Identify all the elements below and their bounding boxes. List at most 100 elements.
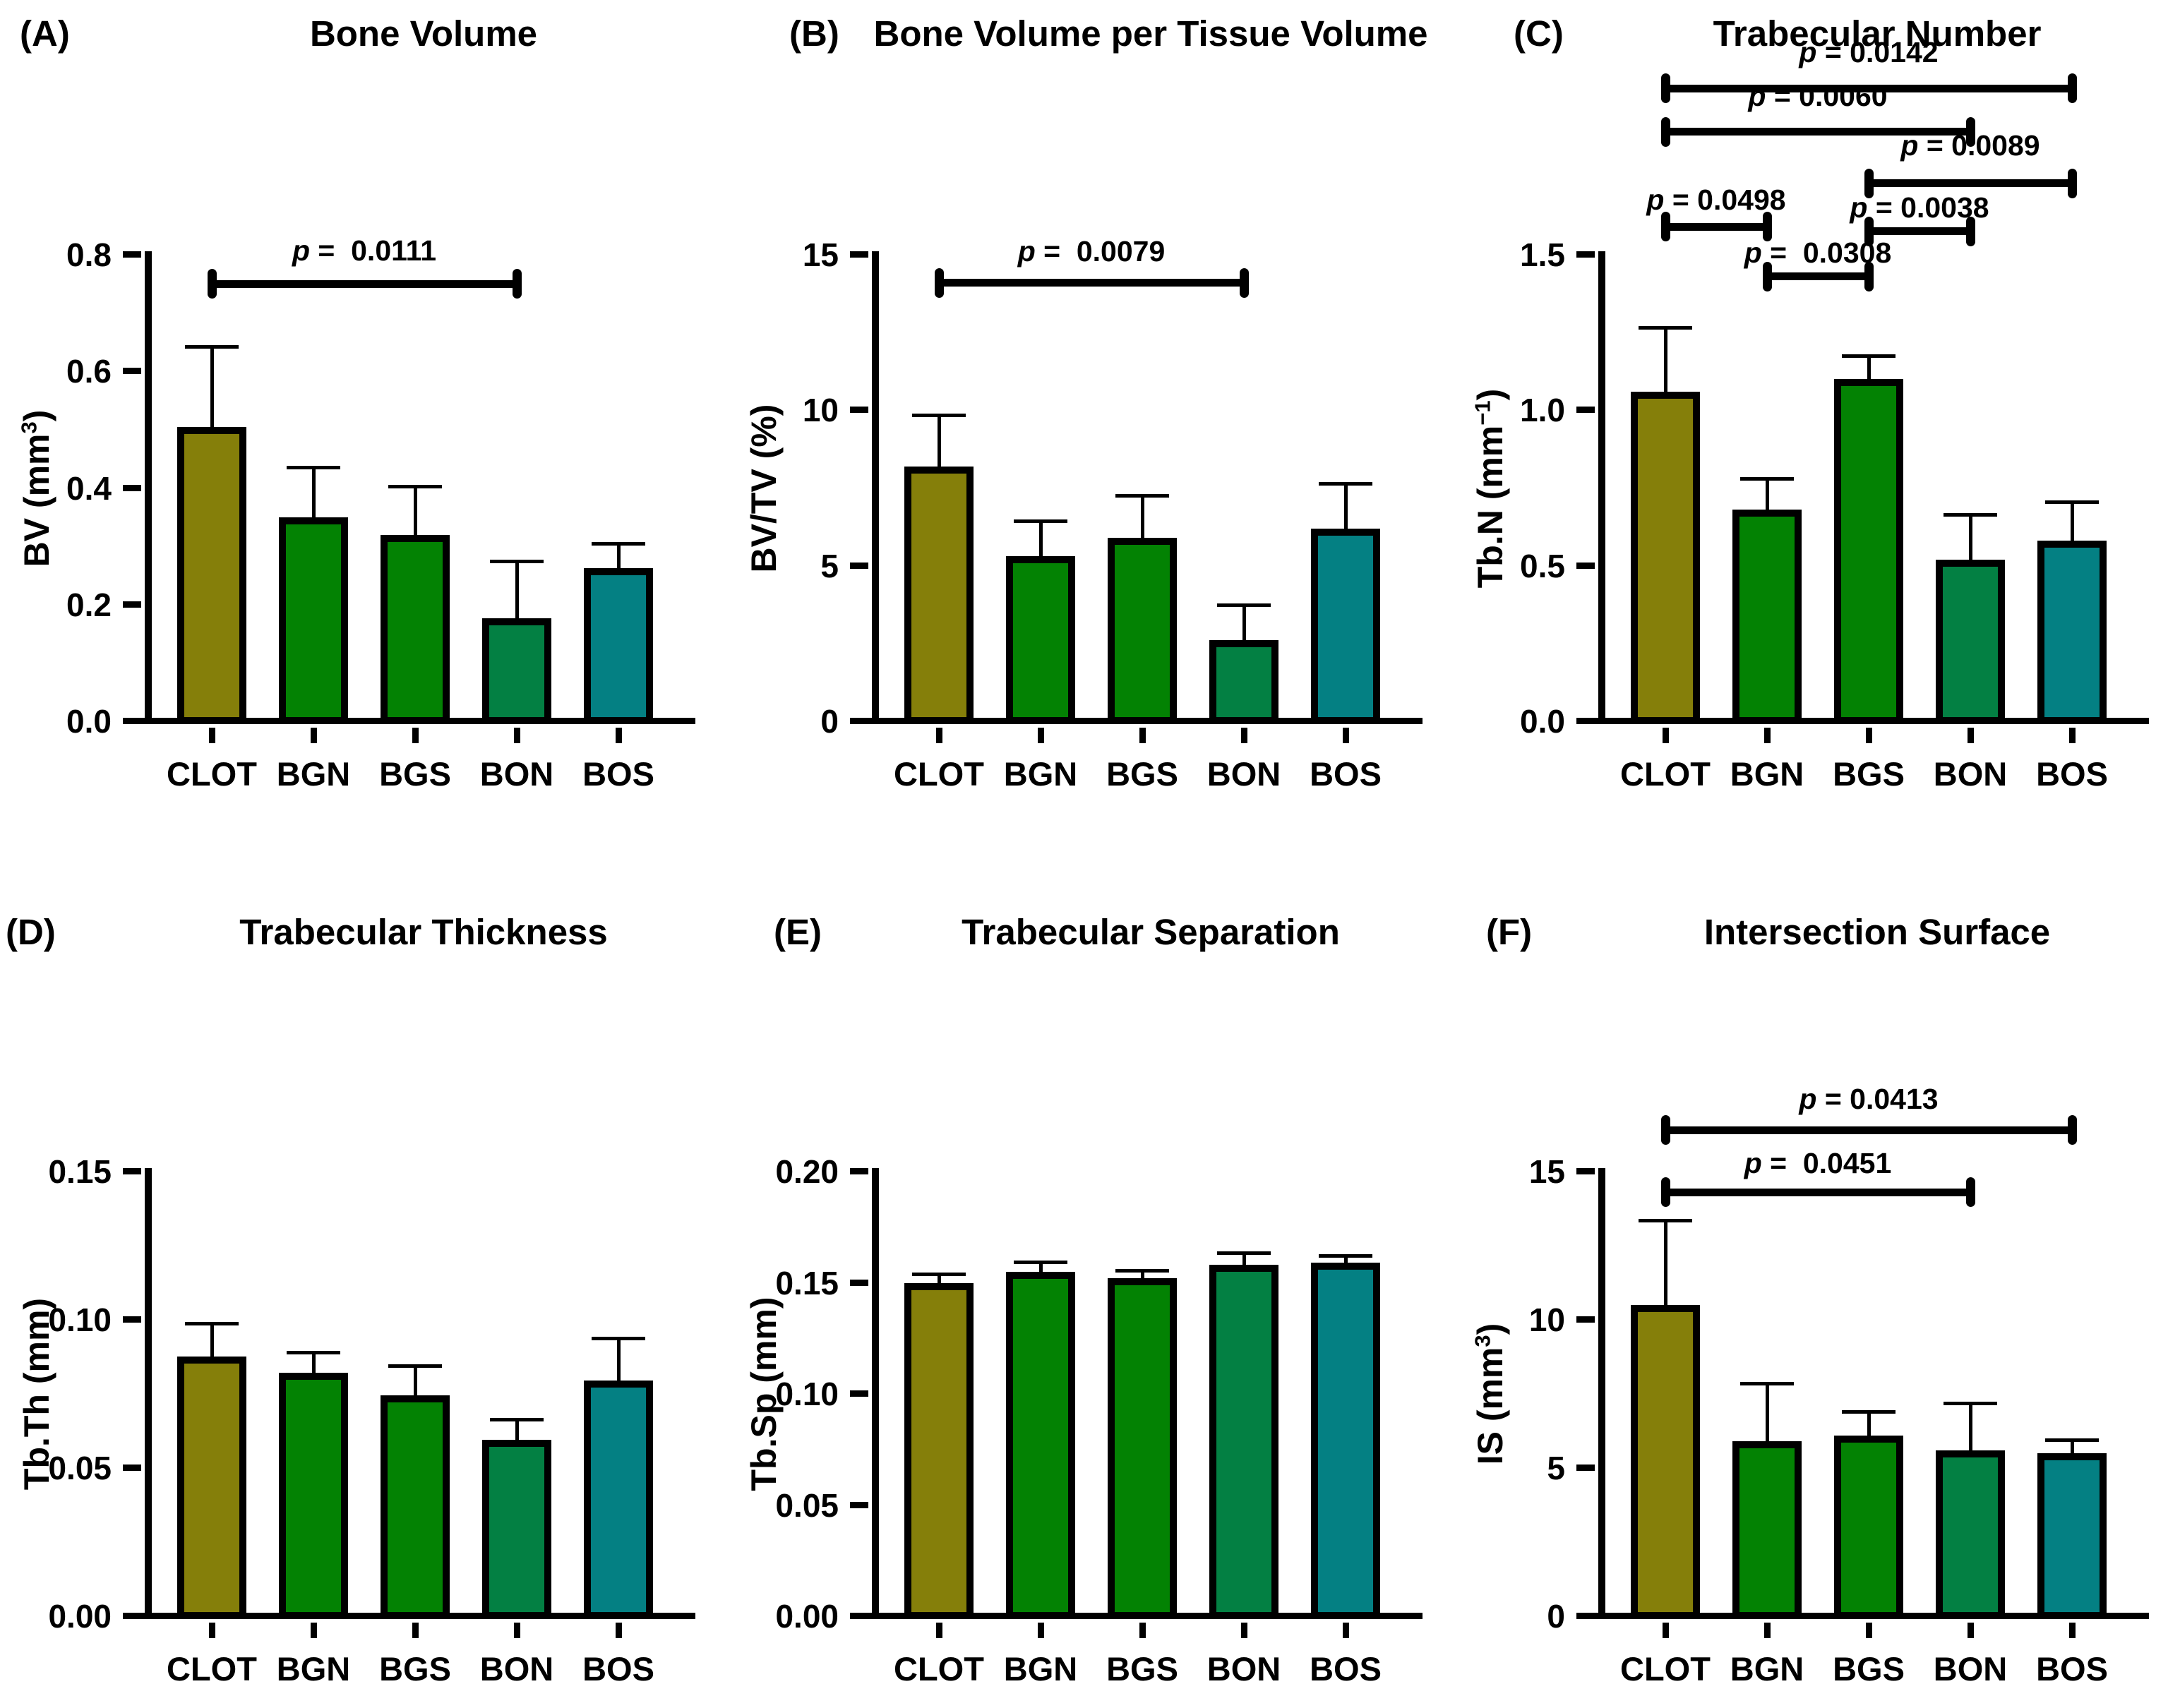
x-tick	[2068, 728, 2076, 743]
y-tick-label: 0.05	[48, 1450, 112, 1486]
error-bar	[1038, 519, 1043, 565]
x-tick	[1342, 728, 1349, 743]
y-tick-label: 10	[1528, 1301, 1565, 1338]
p-value-italic-p: p	[292, 234, 311, 267]
y-tick-label: 0.8	[66, 236, 112, 273]
p-value-label: p = 0.0111	[292, 234, 437, 267]
error-bar-cap	[1639, 326, 1692, 330]
significance-bracket-cap-left	[1660, 212, 1670, 242]
panel-letter-c: (C)	[1514, 13, 1564, 54]
y-tick	[850, 562, 868, 569]
x-tick	[310, 1623, 317, 1638]
x-tick	[1967, 728, 1974, 743]
y-tick-label: 0.00	[775, 1598, 839, 1635]
error-bar	[1765, 1382, 1769, 1450]
error-bar	[1242, 603, 1246, 649]
error-bar-cap	[1842, 1410, 1895, 1414]
error-bar	[616, 1336, 621, 1390]
y-tick-label: 5	[1547, 1450, 1565, 1486]
x-tick	[2068, 1623, 2076, 1638]
error-bar	[311, 1351, 316, 1382]
error-bar	[210, 345, 214, 435]
y-tick-label: 5	[820, 547, 839, 584]
error-bar-cap	[2045, 1438, 2099, 1442]
y-tick-label: 0.05	[775, 1486, 839, 1524]
y-tick-label: 1.0	[1520, 392, 1565, 429]
bar-clot	[177, 1357, 246, 1619]
p-value-italic-p: p	[1799, 35, 1817, 68]
y-tick	[123, 251, 141, 258]
panel-title-b: Bone Volume per Tissue Volume	[873, 13, 1428, 54]
y-tick	[1576, 407, 1595, 414]
bar-bgn	[1006, 1271, 1075, 1619]
y-tick	[850, 1501, 868, 1508]
x-category-label-bgn: BGN	[276, 1650, 351, 1688]
x-category-label-bgs: BGS	[379, 755, 451, 793]
y-tick-label: 0	[1547, 1598, 1565, 1635]
bar-bgn	[1732, 1441, 1802, 1619]
significance-bracket-line	[1665, 222, 1767, 231]
panel-letter-b: (B)	[789, 13, 839, 54]
error-bar-cap	[912, 413, 966, 417]
x-category-label-clot: CLOT	[894, 1650, 984, 1688]
y-axis-line	[872, 1168, 879, 1616]
x-category-label-bgs: BGS	[1106, 1650, 1178, 1688]
bar-clot	[177, 426, 246, 724]
significance-bracket-cap-right	[512, 269, 522, 299]
p-value-italic-p: p	[1748, 80, 1766, 113]
panel-title-a: Bone Volume	[309, 13, 538, 54]
bar-bgn	[279, 1373, 348, 1619]
error-bar	[1343, 481, 1348, 537]
error-bar	[413, 485, 417, 543]
x-category-label-bgs: BGS	[379, 1650, 451, 1688]
x-category-label-bos: BOS	[2036, 755, 2108, 793]
x-tick	[935, 728, 942, 743]
y-axis-line	[145, 251, 152, 721]
y-tick-label: 0.20	[775, 1153, 839, 1190]
bar-bos	[584, 567, 653, 724]
x-tick	[1240, 1623, 1247, 1638]
error-bar-cap	[1319, 1253, 1372, 1258]
error-bar-cap	[185, 1322, 239, 1326]
x-category-label-clot: CLOT	[167, 1650, 257, 1688]
x-tick	[1662, 728, 1669, 743]
error-bar-cap	[1319, 481, 1372, 486]
y-tick	[850, 718, 868, 724]
error-bar-cap	[388, 1364, 442, 1368]
y-tick	[1576, 562, 1595, 569]
bar-clot	[904, 466, 974, 724]
plot-area-e: 0.00 0.05 0.10 0.15 0.20 CLOT BGN BGS BON BOS	[775, 854, 1423, 1687]
x-category-label-clot: CLOT	[167, 755, 257, 793]
y-tick-label: 0.15	[48, 1153, 112, 1190]
error-bar	[413, 1364, 417, 1405]
x-category-label-bon: BON	[479, 1650, 554, 1688]
significance-bracket-cap-left	[1660, 1115, 1670, 1145]
error-bar-cap	[388, 485, 442, 489]
p-value-label: p = 0.0079	[1017, 234, 1166, 267]
panel-e: (E) Trabecular Separation Tb.Sp (mm) 0.00 0.…	[727, 854, 1454, 1708]
error-bar-cap	[1115, 1268, 1169, 1273]
y-tick	[123, 1613, 141, 1619]
x-tick	[1967, 1623, 1974, 1638]
panel-title-f: Intersection Surface	[1703, 912, 2051, 952]
panel-title-d: Trabecular Thickness	[239, 912, 608, 952]
error-bar	[210, 1322, 214, 1366]
plot-area-d: 0.00 0.05 0.10 0.15 CLOT BGN BGS BON BOS	[48, 854, 695, 1687]
error-bar-cap	[490, 560, 544, 564]
y-tick	[123, 601, 141, 608]
error-bar-cap	[1217, 1251, 1271, 1256]
x-tick	[1763, 1623, 1771, 1638]
y-tick-label: 1.5	[1520, 236, 1565, 273]
significance-bracket-line	[1869, 179, 2072, 188]
error-bar	[1343, 1253, 1348, 1272]
x-tick	[1662, 1623, 1669, 1638]
x-tick	[615, 1623, 622, 1638]
y-tick-label: 0.2	[66, 586, 112, 623]
y-tick	[1576, 251, 1595, 258]
error-bar	[1867, 1410, 1871, 1444]
y-tick-label: 0.10	[775, 1376, 839, 1412]
x-category-label-bgs: BGS	[1833, 755, 1905, 793]
y-axis-title-superscript: 3	[16, 421, 42, 433]
error-bar-cap	[1740, 477, 1794, 481]
